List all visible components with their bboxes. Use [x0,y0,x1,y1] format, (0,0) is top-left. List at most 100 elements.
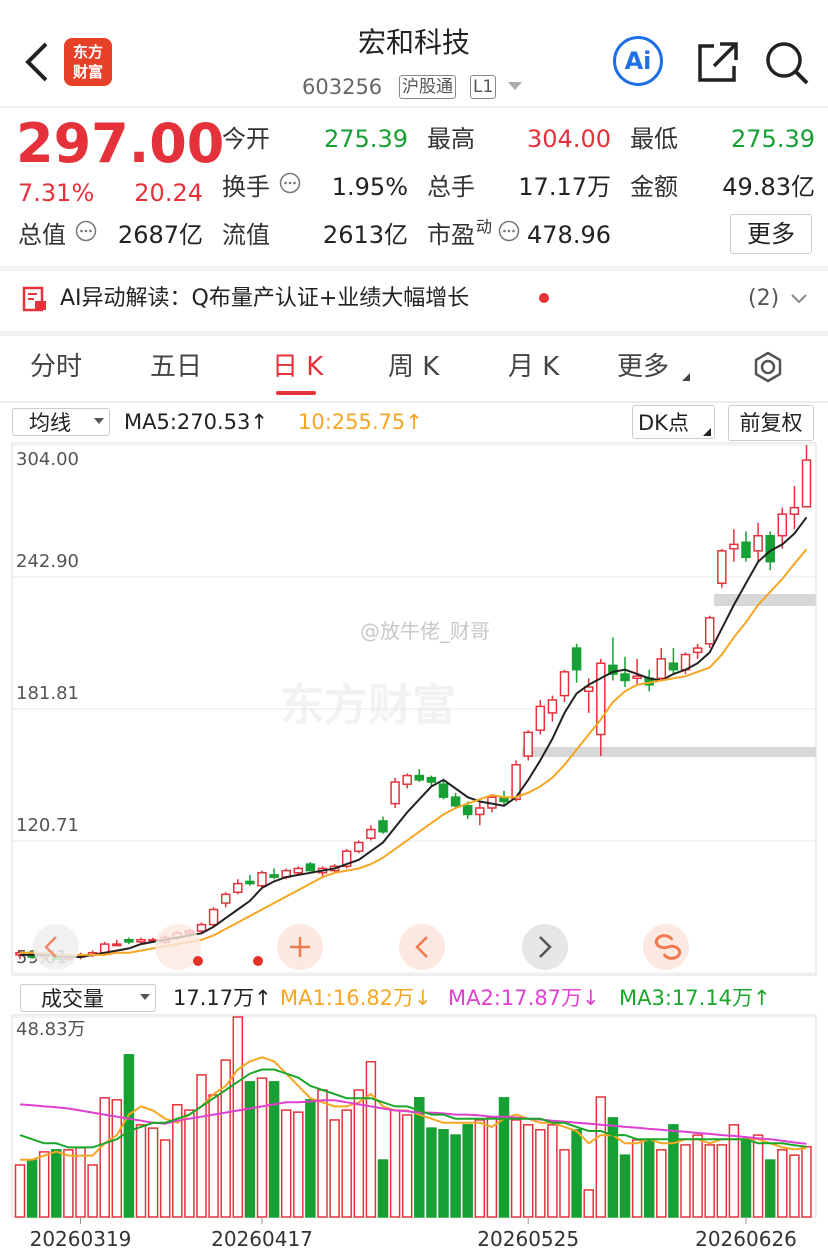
info-icon[interactable] [279,172,301,194]
watermark: 东方财富 [280,680,456,731]
banner-text[interactable]: AI异动解读：Q布量产认证+业绩大幅增长 [60,286,470,311]
tag: 沪股通 [399,75,456,99]
candle-body [293,867,304,874]
tab[interactable]: 月 K [508,352,560,382]
candle-body [511,764,521,801]
field-label: 今开 [222,125,270,153]
tab[interactable]: 分时 [30,352,83,382]
chevron [791,294,807,304]
candle-body [704,617,715,645]
volume-bar [329,1119,340,1218]
candle-body [559,671,570,697]
volume-bar [123,1054,135,1218]
marker-dot [193,956,203,966]
divider [0,266,828,271]
field-value: 17.17万 [518,173,611,201]
share-button[interactable] [696,40,740,84]
volume-bar [414,1097,425,1218]
tab[interactable]: 周 K [388,352,440,382]
back-button[interactable] [22,40,52,84]
volume-bar [38,1151,50,1218]
volume-frame [11,1014,817,1218]
candle-body [475,807,485,816]
volume-bar [172,1104,183,1218]
tag: L1 [470,75,497,99]
volume-bar [147,1127,159,1218]
tab[interactable]: 五日 [150,352,203,382]
candle-body [729,543,739,550]
control-button[interactable] [155,924,201,970]
x-tick-label: 20260626 [695,1227,797,1251]
tab-active[interactable]: 日 K [272,352,324,382]
candle-body [196,923,207,932]
volume-bar [801,1145,812,1218]
adjust-button[interactable]: 前复权 [728,405,814,441]
marker-dot [253,956,263,966]
ma5-legend: MA5:270.53↑ [124,410,268,434]
volume-bar [777,1149,788,1218]
volume-bar [268,1081,280,1218]
dk-text: DK点 [638,411,689,435]
volume-bar [510,1119,522,1218]
ma-line [20,548,808,956]
rewind-button[interactable] [33,924,79,970]
ai-button[interactable]: Ai [613,36,663,86]
field-label: 总手 [427,173,475,201]
volume-bar [184,1109,195,1218]
candle-body [620,673,630,682]
volume-bar [220,1059,231,1218]
prev-button[interactable] [399,924,445,970]
x-tick-label: 20260319 [30,1227,132,1251]
volume-bar [196,1074,207,1218]
banner-count[interactable]: (2) [748,286,780,311]
ma-select[interactable]: 均线 [12,408,110,436]
volume-bar [522,1124,534,1218]
candle-body [124,939,134,943]
volume-bar [438,1129,449,1218]
settings-button[interactable] [751,350,785,384]
divider [0,106,828,108]
info-icon[interactable] [498,220,520,242]
volume-bar [63,1149,74,1218]
field-label: 金额 [630,173,678,201]
next-button[interactable] [522,924,568,970]
volume-bar [135,1124,147,1218]
volume-bar [656,1149,667,1218]
candle-body [378,820,388,833]
dropdown-icon[interactable] [508,82,524,92]
candle-body [462,805,473,816]
candle-body [608,664,618,675]
change-pct: 7.31% [18,179,95,207]
volume-bar [377,1159,389,1218]
volume-bar [547,1124,558,1218]
x-tick-label: 20260417 [211,1227,313,1251]
alert-dot [539,293,549,303]
field-label: 最高 [427,125,475,153]
tab[interactable]: 更多 [617,352,670,382]
candle-body [753,534,763,552]
volume-bar [353,1089,365,1218]
volume-legend: MA3:17.14万↑ [619,986,771,1010]
info-icon[interactable] [75,220,97,242]
volume-select[interactable]: 成交量 [20,984,156,1012]
candle-body [112,943,122,947]
logo-text: 财富 [72,63,103,81]
change: 20.24 [134,179,203,207]
field-value: 304.00 [527,125,611,153]
candle-body [402,774,412,785]
candle-body [136,939,146,943]
field-label: 市盈 [427,221,475,249]
candle-body [571,647,582,671]
volume-bar [728,1124,740,1218]
tab-triangle [682,373,690,381]
volume-bar [401,1114,413,1218]
volume-bar [619,1154,631,1218]
ma10-legend: 10:255.75↑ [298,410,423,434]
dk-button[interactable]: DK点 [632,405,715,439]
search-button[interactable] [764,40,810,86]
more-button[interactable]: 更多 [730,214,812,254]
volume-bar [389,1109,401,1218]
logo[interactable]: 东方 财富 [64,38,112,86]
